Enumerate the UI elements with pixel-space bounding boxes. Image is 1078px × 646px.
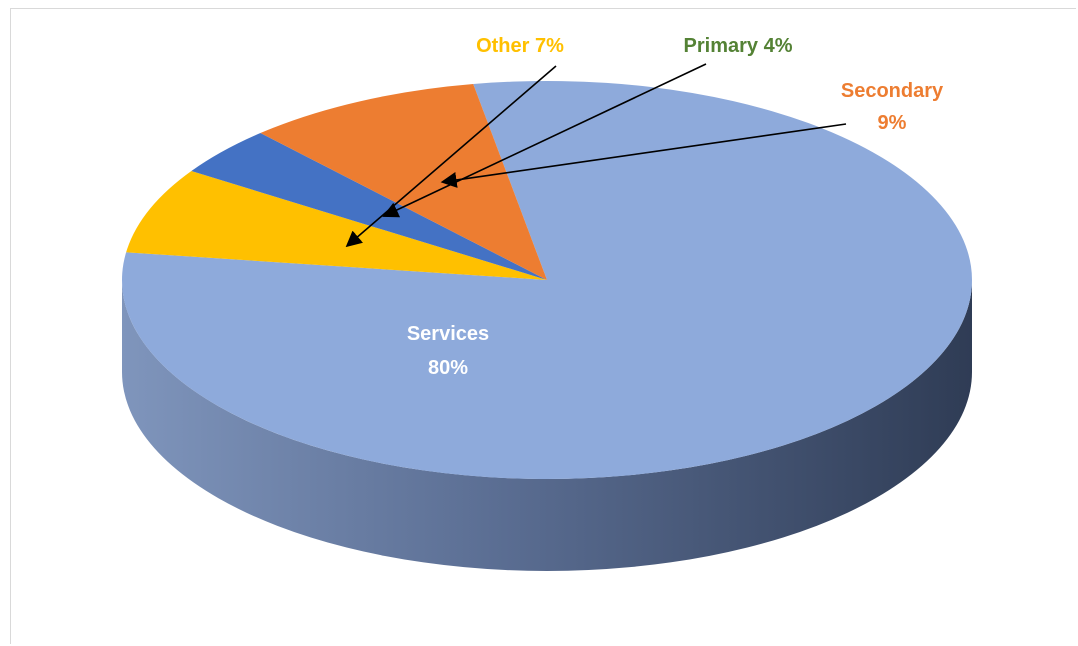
data-labels: Services 80% Other 7% Primary 4% Secondary 9% — [407, 35, 944, 379]
slice-secondary — [260, 84, 547, 280]
data-label-other: Other 7% — [476, 35, 564, 57]
slice-primary — [191, 133, 547, 280]
pie-slices — [121, 80, 972, 479]
data-label-secondary: Secondary 9% — [841, 80, 944, 134]
slice-services — [121, 80, 972, 479]
pie-side-services — [122, 280, 972, 571]
pie-side-wall — [122, 280, 972, 571]
arrow-primary — [382, 63, 707, 218]
label-arrows — [345, 63, 847, 248]
data-label-services: Services 80% — [407, 323, 489, 379]
chart-frame — [10, 8, 1076, 644]
data-label-primary: Primary 4% — [684, 35, 793, 57]
arrow-secondary — [440, 123, 847, 188]
slice-other — [126, 171, 547, 280]
